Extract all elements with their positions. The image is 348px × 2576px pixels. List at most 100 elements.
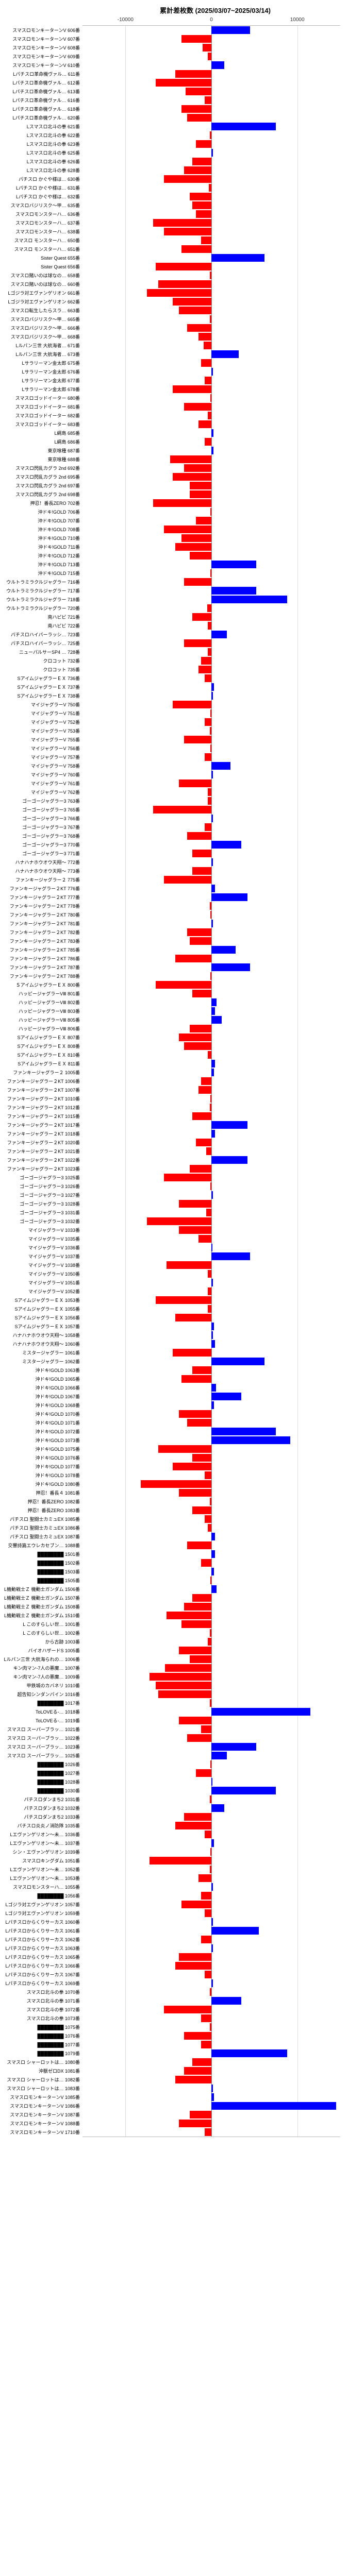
row-label: スマスロモンスターハ… 1055番	[0, 1884, 80, 1890]
data-row: スマスロモンキーターンV 608番	[82, 43, 340, 52]
row-label: L機動戦士Ｚ 機動士ガンダム 1508番	[0, 1603, 80, 1610]
row-label: ████████ 1505番	[0, 1577, 80, 1584]
row-label: ファンキージャグラー２KT 787番	[0, 964, 80, 971]
bar	[196, 210, 211, 218]
data-row: ミスタージャグラー 1061番	[82, 1348, 340, 1357]
data-row: Lパチスロ革命機ヴァル… 612番	[82, 78, 340, 87]
data-row: マイジャグラーV 760番	[82, 770, 340, 779]
axis-tick-label: 10000	[290, 17, 305, 23]
bar	[150, 1673, 211, 1681]
data-row: マイジャグラーV 756番	[82, 744, 340, 753]
data-row: ハッピージャグラーVⅢ 801番	[82, 989, 340, 998]
bar	[211, 841, 241, 849]
row-label: マイジャグラーV 756番	[0, 745, 80, 752]
bar	[192, 1366, 211, 1374]
data-row: Sister Quest 655番	[82, 253, 340, 262]
row-label: 沖ドキ!GOLD 1075番	[0, 1446, 80, 1452]
bar	[211, 1060, 215, 1067]
data-row: 沖ドキ!GOLD 711番	[82, 543, 340, 551]
data-row: ハッピージャグラーVⅢ 806番	[82, 1024, 340, 1033]
bar	[211, 123, 276, 130]
data-row: 沖ドキ!GOLD 712番	[82, 551, 340, 560]
bar	[205, 1471, 211, 1479]
data-row: ████████ 1075番	[82, 2023, 340, 2031]
bar	[187, 114, 211, 122]
row-label: パチスロダンまち2 1031番	[0, 1796, 80, 1803]
bar	[210, 727, 211, 735]
data-row: スマスロゴッドイーター 683番	[82, 420, 340, 429]
row-label: ゴーゴージャグラー3 1025番	[0, 1174, 80, 1181]
row-label: ToLOVEる-… 1018番	[0, 1708, 80, 1715]
data-row: マイジャグラーV 1038番	[82, 1261, 340, 1269]
row-label: スマスロモンキーターンV 609番	[0, 53, 80, 60]
row-label: SアイムジャグラーＥＸ 811番	[0, 1060, 80, 1067]
row-label: スマスロゴッドイーター 680番	[0, 395, 80, 401]
bar	[150, 1857, 211, 1865]
row-label: バイオハザードS 1005番	[0, 1647, 80, 1654]
row-label: マイジャグラーV 1038番	[0, 1262, 80, 1268]
bar	[211, 1708, 310, 1716]
bar	[158, 280, 211, 288]
data-row: スマスロモンキーターンV 606番	[82, 26, 340, 35]
data-row: SアイムジャグラーＥＸ 1057番	[82, 1322, 340, 1331]
data-row: 押忍！番長４ 1081番	[82, 1488, 340, 1497]
data-row: ファンキージャグラー２KT 1015番	[82, 1112, 340, 1121]
row-label: パチスロハイパーラッシ… 723番	[0, 631, 80, 638]
row-label: スマスロ モンスターハ… 651番	[0, 246, 80, 252]
bar	[192, 1454, 211, 1462]
bar	[167, 1612, 211, 1619]
data-row: スマスロ シャーロットは… 1083番	[82, 2084, 340, 2093]
data-row: スマスロ閃乱カグラ 2nd 697番	[82, 481, 340, 490]
data-row: Lサラリーマン金太郎 676番	[82, 367, 340, 376]
bar	[164, 2006, 211, 2013]
row-label: 押忍！番長ZERO 702番	[0, 500, 80, 506]
data-row: ファンキージャグラー２KT 1018番	[82, 1129, 340, 1138]
row-label: Lパチスロからくりサーカス 1063番	[0, 1945, 80, 1952]
data-row: 沖ドキ!GOLD 706番	[82, 507, 340, 516]
bar	[210, 1498, 211, 1505]
bar	[211, 1358, 264, 1365]
row-label: ファンキージャグラー２KT 1007番	[0, 1087, 80, 1093]
row-label: 沖ドキ!GOLD 1072番	[0, 1428, 80, 1435]
bar	[198, 1874, 211, 1882]
data-row: Lパチスロからくりサーカス 1067番	[82, 1970, 340, 1979]
bar	[211, 1007, 215, 1015]
data-row: Lパチスロ革命機ヴァル… 613番	[82, 87, 340, 96]
data-row: 沖ドキ!GOLD 1071番	[82, 1418, 340, 1427]
row-label: スマスロ北斗の拳 1072番	[0, 2006, 80, 2013]
bar	[175, 70, 211, 78]
bar	[211, 1244, 212, 1251]
bar	[190, 937, 211, 945]
data-row: Lパチスロからくりサーカス 1060番	[82, 1918, 340, 1926]
bar	[192, 990, 211, 997]
bar	[201, 1077, 211, 1085]
bar	[211, 1883, 213, 1891]
row-label: ファンキージャグラー２KT 788番	[0, 973, 80, 979]
data-row: Lパチスロ革命機ヴァル… 616番	[82, 96, 340, 105]
row-label: Lパチスロからくりサーカス 1060番	[0, 1919, 80, 1925]
row-label: 沖ドキ!GOLD 706番	[0, 509, 80, 515]
row-label: Lルパン三世 大航海られの… 1006番	[0, 1656, 80, 1663]
bar	[211, 1839, 214, 1847]
row-label: 沖ドキ!GOLD 710番	[0, 535, 80, 541]
row-label: スマスロ賭いのは球なの… 658番	[0, 272, 80, 279]
bar	[173, 701, 211, 708]
row-label: 交響詩篇エウレカセブン… 1088番	[0, 1542, 80, 1549]
row-label: Lゴジラ対エヴァンゲリオン 662番	[0, 298, 80, 305]
row-label: ファンキージャグラー２KT 1012番	[0, 1104, 80, 1111]
bar	[208, 53, 211, 60]
data-row: スマスロ スーパーブラッ… 1021番	[82, 1725, 340, 1734]
row-label: ファンキージャグラー２KT 778番	[0, 903, 80, 909]
bar	[211, 429, 213, 437]
bar	[187, 832, 211, 840]
bar	[210, 1577, 212, 1584]
data-row: Lサラリーマン金太郎 677番	[82, 376, 340, 385]
row-label: 沖ドキ!GOLD 1080番	[0, 1481, 80, 1487]
data-row: ゴーゴージャグラー3 770番	[82, 840, 340, 849]
bar	[192, 1594, 211, 1602]
bar	[173, 473, 211, 481]
data-row: Lパチスロ かぐや様は… 632番	[82, 192, 340, 201]
row-label: 沖ドキ!GOLD 711番	[0, 544, 80, 550]
bar	[156, 1296, 211, 1304]
data-row: スマスロ閃乱カグラ 2nd 698番	[82, 490, 340, 499]
